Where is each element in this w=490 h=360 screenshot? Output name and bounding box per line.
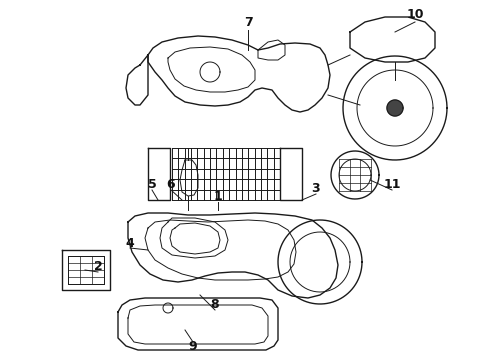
Text: 7: 7 (244, 15, 252, 28)
Polygon shape (343, 56, 447, 160)
Text: 6: 6 (167, 177, 175, 190)
Polygon shape (62, 250, 110, 290)
Text: 8: 8 (211, 298, 220, 311)
Text: 10: 10 (406, 8, 424, 21)
Text: 2: 2 (94, 261, 102, 274)
Polygon shape (331, 151, 379, 199)
Polygon shape (278, 220, 362, 304)
Polygon shape (126, 55, 148, 105)
Text: 11: 11 (383, 177, 401, 190)
Polygon shape (350, 17, 435, 62)
Text: 3: 3 (312, 181, 320, 194)
Polygon shape (148, 36, 330, 112)
Text: 1: 1 (214, 189, 222, 202)
Polygon shape (128, 213, 338, 298)
Polygon shape (118, 298, 278, 350)
Polygon shape (148, 148, 170, 200)
Text: 9: 9 (189, 341, 197, 354)
Text: 4: 4 (125, 237, 134, 249)
Polygon shape (387, 100, 403, 116)
Polygon shape (280, 148, 302, 200)
Text: 5: 5 (147, 177, 156, 190)
